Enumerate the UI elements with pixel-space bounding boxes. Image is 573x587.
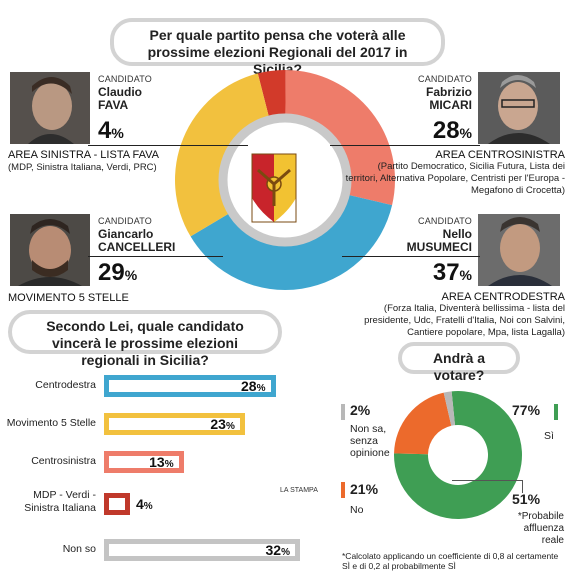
bar-mdp: [104, 493, 130, 515]
turnout-si-label: Sì: [544, 430, 554, 442]
cancelleri-area: MOVIMENTO 5 STELLE: [8, 292, 129, 304]
bar-label-non-so: Non so: [62, 543, 96, 555]
slice-musumeci: [190, 195, 393, 291]
turnout-probable-label: *Probabile affluenza reale: [517, 511, 564, 546]
turnout-no-label: No: [350, 504, 364, 516]
bar-label-movimento-5-stelle: Movimento 5 Stelle: [6, 417, 96, 429]
fava-last-name: FAVA: [98, 98, 129, 112]
turnout-no-pct: 21%: [350, 481, 379, 497]
second-question-text: Secondo Lei, quale candidato vincerà le …: [46, 318, 244, 368]
bar-value-mdp: 4%: [136, 496, 153, 512]
bar-value-movimento-5-stelle: 23%: [210, 416, 235, 432]
micari-last-name: MICARI: [429, 98, 472, 112]
micari-leader-line: [330, 145, 480, 146]
turnout-slice-nonsa: [443, 391, 456, 426]
slice-fava: [257, 70, 286, 117]
turnout-nonsa-label: Non sa, senza opinione: [350, 423, 390, 459]
fava-photo: [10, 72, 90, 144]
cancelleri-leader-line: [88, 256, 223, 257]
top-question-box: Per quale partito pensa che voterà alle …: [110, 18, 445, 77]
micari-first-name: Fabrizio: [425, 85, 472, 99]
turnout-nonsa-marker: [341, 404, 345, 420]
musumeci-photo: [478, 214, 560, 286]
bar-label-centrodestra: Centrodestra: [35, 379, 96, 391]
slice-micari: [285, 70, 395, 206]
bar-movimento-5-stelle: [104, 413, 245, 435]
bar-value-centrodestra: 28%: [241, 378, 266, 394]
cancelleri-percent: 29%: [98, 259, 138, 286]
bar-non-so: [104, 539, 300, 561]
cancelleri-photo: [10, 214, 90, 286]
bar-centrodestra: [104, 375, 276, 397]
turnout-nonsa-pct: 2%: [350, 402, 371, 418]
third-question-text: Andrà a votare?: [432, 350, 486, 383]
fava-area: AREA SINISTRA - LISTA FAVA: [8, 149, 159, 161]
micari-area-detail: (Partito Democratico, Sicilia Futura, Li…: [345, 161, 565, 196]
turnout-probable-line: [452, 480, 523, 493]
fava-percent: 4%: [98, 117, 124, 144]
turnout-footnote: *Calcolato applicando un coefficiente di…: [342, 551, 559, 571]
source-label: LA STAMPA: [280, 487, 318, 494]
fava-candidate-label: CANDIDATO: [98, 74, 152, 84]
third-question-box: Andrà a votare?: [398, 342, 520, 383]
turnout-probable-pct: 51%: [512, 491, 541, 507]
turnout-donut-chart: [394, 391, 522, 519]
turnout-si-pct: 77%: [512, 402, 541, 418]
bar-centrosinistra: [104, 451, 184, 473]
bar-label-mdp: MDP - Verdi - Sinistra Italiana: [24, 489, 96, 514]
musumeci-percent: 37%: [432, 259, 472, 286]
cancelleri-candidate-label: CANDIDATO: [98, 216, 152, 226]
cancelleri-first-name: Giancarlo: [98, 227, 154, 241]
musumeci-first-name: Nello: [442, 227, 472, 241]
bar-value-centrosinistra: 13%: [149, 454, 174, 470]
turnout-no-marker: [341, 482, 345, 498]
winner-bar-chart: Centrodestra 28% Movimento 5 Stelle 23% Cent…: [0, 365, 330, 565]
fava-leader-line: [88, 145, 248, 146]
turnout-slice-no: [394, 392, 452, 455]
musumeci-candidate-label: CANDIDATO: [418, 216, 472, 226]
turnout-si-marker: [554, 404, 558, 420]
micari-photo: [478, 72, 560, 144]
musumeci-area-detail: (Forza Italia, Diventerà bellissima - li…: [364, 303, 565, 338]
musumeci-last-name: MUSUMECI: [406, 240, 472, 254]
second-question-box: Secondo Lei, quale candidato vincerà le …: [8, 310, 282, 368]
micari-candidate-label: CANDIDATO: [418, 74, 472, 84]
slice-cancelleri: [175, 73, 269, 237]
micari-area: AREA CENTROSINISTRA: [435, 149, 565, 161]
turnout-slice-si: [394, 391, 522, 519]
bar-label-centrosinistra: Centrosinistra: [31, 455, 96, 467]
bar-value-non-so: 32%: [265, 542, 290, 558]
cancelleri-last-name: CANCELLERI: [98, 240, 176, 254]
fava-first-name: Claudio: [98, 85, 142, 99]
fava-area-detail: (MDP, Sinistra Italiana, Verdi, PRC): [8, 162, 157, 173]
musumeci-area: AREA CENTRODESTRA: [441, 291, 565, 303]
micari-percent: 28%: [432, 117, 472, 144]
musumeci-leader-line: [342, 256, 480, 257]
sicily-emblem-icon: [251, 153, 297, 223]
